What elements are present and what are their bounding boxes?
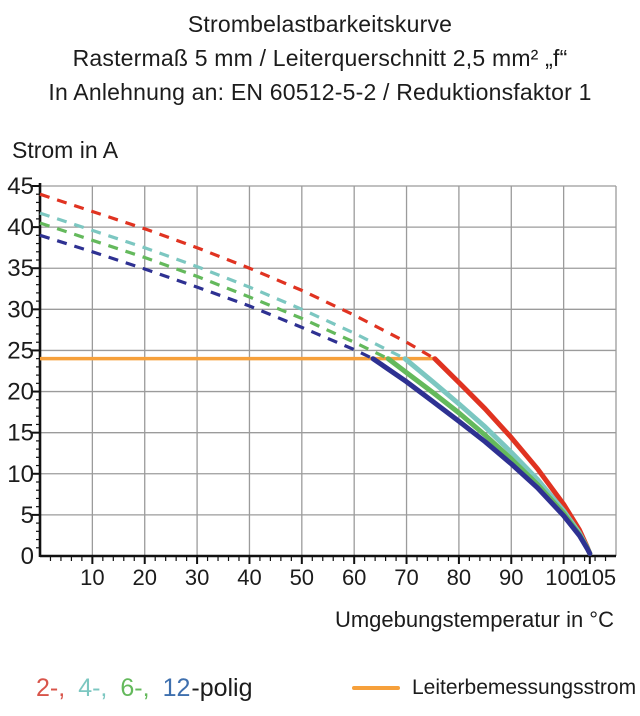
curve-6-polig-dashed xyxy=(39,221,389,361)
y-tick-label: 45 xyxy=(7,173,34,200)
y-tick-label: 25 xyxy=(7,337,34,364)
chart-legend: 2-, 4-, 6-, 12-polig Leiterbemessungsstrom xyxy=(0,668,640,712)
x-tick-label: 20 xyxy=(132,565,156,590)
legend-pole-suffix: -polig xyxy=(191,674,253,702)
y-tick-label: 40 xyxy=(7,214,34,241)
x-tick-label: 30 xyxy=(185,565,209,590)
y-tick-label: 15 xyxy=(7,420,34,447)
chart-title: Strombelastbarkeitskurve Rastermaß 5 mm … xyxy=(0,7,640,109)
y-tick-label: 0 xyxy=(21,543,34,570)
x-tick-label: 70 xyxy=(394,565,418,590)
x-axis-title: Umgebungstemperatur in °C xyxy=(334,607,614,632)
chart-title-line2: Rastermaß 5 mm / Leiterquerschnitt 2,5 m… xyxy=(72,45,568,71)
x-tick-label: 40 xyxy=(237,565,261,590)
y-tick-label: 35 xyxy=(7,255,34,282)
y-tick-label: 30 xyxy=(7,296,34,323)
y-axis-title: Strom in A xyxy=(12,137,119,163)
y-tick-label: 20 xyxy=(7,379,34,406)
curve-12-polig-dashed xyxy=(39,233,374,361)
rated-current-line-swatch xyxy=(352,686,400,690)
chart-title-line1: Strombelastbarkeitskurve xyxy=(187,11,453,37)
x-tick-label: 50 xyxy=(290,565,314,590)
x-tick-label: 80 xyxy=(447,565,471,590)
x-tick-label: 10 xyxy=(80,565,104,590)
x-tick-label: 90 xyxy=(499,565,523,590)
legend-pole-6polig: 6-, xyxy=(120,674,150,702)
x-tick-label: 105 xyxy=(579,565,616,590)
x-tick-label: 100 xyxy=(545,565,582,590)
rated-current-label: Leiterbemessungsstrom xyxy=(412,676,637,699)
curve-4-polig-dashed xyxy=(39,211,406,361)
legend-pole-12polig: 12 xyxy=(162,674,191,702)
legend-rated-current: Leiterbemessungsstrom xyxy=(352,676,636,700)
curve-2-polig-dashed xyxy=(39,192,436,361)
x-tick-label: 60 xyxy=(342,565,366,590)
curve-4-polig-solid xyxy=(402,356,593,556)
legend-pole-counts: 2-, 4-, 6-, 12-polig xyxy=(36,674,253,703)
curve-12-polig-solid xyxy=(370,356,593,556)
chart-title-line3: In Anlehnung an: EN 60512-5-2 / Reduktio… xyxy=(48,79,592,105)
y-tick-label: 5 xyxy=(21,502,34,529)
legend-pole-4polig: 4-, xyxy=(78,674,108,702)
y-tick-label: 10 xyxy=(7,461,34,488)
legend-pole-2polig: 2-, xyxy=(36,674,66,702)
